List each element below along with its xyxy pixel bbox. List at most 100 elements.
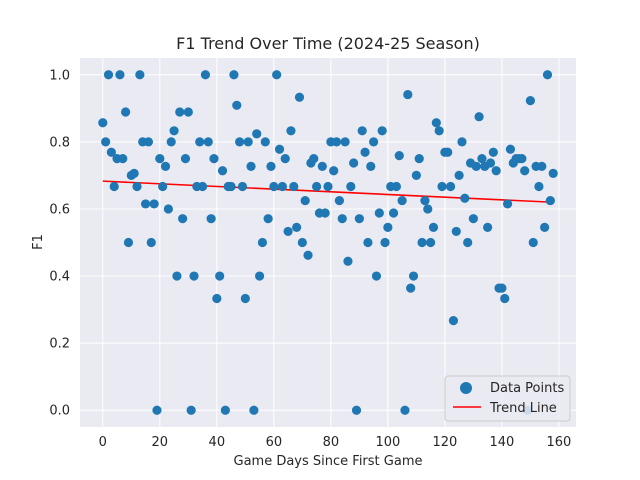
legend-box bbox=[444, 375, 571, 422]
legend-marker-data-points bbox=[460, 382, 472, 394]
data-point bbox=[423, 204, 433, 214]
data-point bbox=[477, 154, 487, 164]
data-point bbox=[468, 214, 478, 224]
data-point bbox=[343, 256, 353, 266]
data-point bbox=[380, 237, 390, 248]
data-point bbox=[474, 112, 484, 122]
data-point bbox=[485, 158, 496, 168]
data-point bbox=[240, 293, 250, 304]
data-points bbox=[98, 70, 558, 415]
data-point bbox=[135, 70, 145, 80]
x-tick-label: 80 bbox=[323, 435, 340, 450]
data-point bbox=[101, 137, 111, 147]
data-point bbox=[252, 129, 262, 139]
data-point bbox=[272, 70, 282, 80]
legend-label-data-points: Data Points bbox=[490, 381, 564, 396]
x-tick-label: 0 bbox=[99, 435, 107, 450]
data-point bbox=[463, 237, 473, 248]
data-point bbox=[331, 137, 342, 147]
data-point bbox=[351, 405, 362, 415]
data-point bbox=[360, 147, 370, 157]
data-point bbox=[483, 222, 493, 233]
data-point bbox=[155, 154, 165, 164]
data-point bbox=[123, 237, 134, 248]
legend: Data Points Trend Line bbox=[444, 375, 571, 422]
data-point bbox=[411, 170, 421, 181]
data-point bbox=[383, 222, 393, 233]
data-point bbox=[132, 181, 142, 192]
x-tick-label: 20 bbox=[152, 435, 169, 450]
data-point bbox=[471, 161, 481, 171]
data-point bbox=[274, 144, 285, 154]
legend-label-trend-line: Trend Line bbox=[489, 401, 557, 416]
data-point bbox=[525, 96, 535, 106]
data-point bbox=[98, 118, 108, 128]
y-tick-label: 0.4 bbox=[49, 270, 70, 285]
data-point bbox=[460, 193, 470, 203]
data-point bbox=[215, 271, 225, 281]
data-point bbox=[303, 250, 313, 260]
data-point bbox=[388, 208, 399, 218]
data-point bbox=[540, 222, 550, 233]
data-point bbox=[491, 166, 501, 176]
data-point bbox=[434, 126, 444, 136]
data-point bbox=[263, 214, 273, 224]
data-point bbox=[297, 237, 307, 248]
data-point bbox=[406, 283, 416, 293]
data-point bbox=[237, 181, 248, 192]
data-point bbox=[505, 144, 516, 154]
data-point bbox=[172, 271, 182, 281]
y-tick-labels: 0.0 0.2 0.4 0.6 0.8 1.0 bbox=[49, 68, 70, 418]
data-point bbox=[497, 283, 507, 293]
data-point bbox=[371, 271, 382, 281]
x-axis-label: Game Days Since First Game bbox=[234, 454, 423, 469]
data-point bbox=[280, 154, 290, 164]
x-tick-label: 100 bbox=[375, 435, 400, 450]
data-point bbox=[203, 137, 213, 147]
data-point bbox=[109, 181, 119, 192]
x-tick-label: 40 bbox=[209, 435, 226, 450]
data-point bbox=[437, 181, 447, 192]
data-point bbox=[403, 89, 413, 100]
data-point bbox=[329, 166, 339, 176]
data-point bbox=[200, 70, 211, 80]
data-point bbox=[257, 237, 268, 248]
data-point bbox=[115, 70, 125, 80]
data-point bbox=[317, 161, 327, 171]
data-point bbox=[408, 271, 419, 281]
data-point bbox=[163, 204, 173, 214]
data-point bbox=[357, 126, 367, 136]
data-point bbox=[129, 168, 139, 178]
data-point bbox=[249, 405, 259, 415]
data-point bbox=[391, 181, 402, 192]
data-point bbox=[448, 316, 459, 326]
data-point bbox=[517, 154, 527, 164]
x-tick-label: 140 bbox=[489, 435, 514, 450]
data-point bbox=[431, 118, 441, 128]
data-point bbox=[286, 126, 296, 136]
data-point bbox=[397, 195, 407, 206]
data-point bbox=[169, 126, 179, 136]
data-point bbox=[217, 166, 228, 176]
chart-title: F1 Trend Over Time (2024-25 Season) bbox=[176, 34, 480, 53]
data-point bbox=[160, 161, 171, 171]
data-point bbox=[300, 195, 310, 206]
y-tick-label: 0.6 bbox=[49, 202, 70, 217]
y-axis-label: F1 bbox=[31, 234, 46, 250]
data-point bbox=[340, 137, 350, 147]
data-point bbox=[195, 137, 205, 147]
data-point bbox=[354, 214, 364, 224]
data-point bbox=[266, 161, 276, 171]
y-tick-label: 0.2 bbox=[49, 337, 70, 352]
data-point bbox=[158, 181, 168, 192]
data-point bbox=[394, 151, 404, 161]
data-point bbox=[311, 181, 322, 192]
data-point bbox=[180, 154, 191, 164]
data-point bbox=[488, 147, 498, 157]
data-point bbox=[246, 161, 256, 171]
data-point bbox=[277, 181, 287, 192]
data-point bbox=[178, 214, 188, 224]
data-point bbox=[220, 405, 230, 415]
data-point bbox=[454, 170, 464, 181]
